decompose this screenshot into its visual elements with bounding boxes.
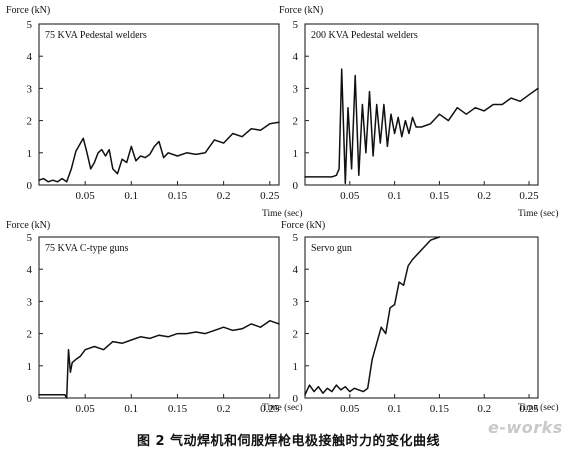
y-axis-label: Force (kN) bbox=[6, 5, 50, 16]
x-tick-label: 0.2 bbox=[217, 403, 231, 415]
x-tick-label: 0.25 bbox=[260, 190, 280, 202]
x-axis-label: Time (sec) bbox=[262, 208, 303, 219]
x-tick-label: 0.1 bbox=[124, 190, 138, 202]
y-tick-label: 5 bbox=[27, 232, 33, 244]
y-tick-label: 2 bbox=[293, 329, 299, 341]
e-works-watermark: e-works bbox=[488, 418, 563, 437]
y-tick-label: 5 bbox=[27, 19, 33, 31]
x-tick-label: 0.05 bbox=[340, 403, 360, 415]
force-series-line bbox=[304, 236, 441, 396]
force-series-line bbox=[38, 319, 280, 399]
y-tick-label: 1 bbox=[27, 361, 33, 373]
y-tick-label: 0 bbox=[27, 393, 33, 405]
panel-title: 75 KVA C-type guns bbox=[45, 243, 129, 254]
panel-title: 200 KVA Pedestal welders bbox=[311, 30, 418, 41]
x-axis-label: Time (sec) bbox=[262, 402, 303, 413]
plot-frame bbox=[304, 236, 539, 399]
force-series-line bbox=[38, 121, 280, 183]
x-tick-label: 0.05 bbox=[340, 190, 360, 202]
x-axis-label: Time (sec) bbox=[518, 208, 559, 219]
x-axis-label: Time (sec) bbox=[518, 402, 559, 413]
panel-title: 75 KVA Pedestal welders bbox=[45, 30, 147, 41]
y-tick-label: 1 bbox=[27, 148, 33, 160]
x-tick-label: 0.15 bbox=[430, 190, 450, 202]
y-axis-label: Force (kN) bbox=[281, 220, 325, 231]
x-tick-label: 0.15 bbox=[430, 403, 450, 415]
y-tick-label: 4 bbox=[293, 51, 299, 63]
y-tick-label: 2 bbox=[293, 116, 299, 128]
y-axis-label: Force (kN) bbox=[279, 5, 323, 16]
plot-frame bbox=[304, 23, 539, 186]
x-tick-label: 0.25 bbox=[519, 403, 539, 415]
y-tick-label: 5 bbox=[293, 19, 299, 31]
y-tick-label: 0 bbox=[293, 180, 299, 192]
x-tick-label: 0.2 bbox=[477, 190, 491, 202]
x-tick-label: 0.25 bbox=[260, 403, 280, 415]
y-tick-label: 2 bbox=[27, 116, 33, 128]
y-tick-label: 1 bbox=[293, 148, 299, 160]
y-tick-label: 3 bbox=[27, 83, 33, 95]
y-tick-label: 0 bbox=[293, 393, 299, 405]
x-tick-label: 0.2 bbox=[477, 403, 491, 415]
chart-panel-0: 0 1 2 3 4 5 0.05 0.1 0.15 0.2 0.25 Force (kN) Time (… bbox=[6, 5, 303, 219]
chart-panel-2: 0 1 2 3 4 5 0.05 0.1 0.15 0.2 0.25 Force (kN) Time (… bbox=[6, 220, 303, 415]
x-tick-label: 0.15 bbox=[168, 403, 188, 415]
y-axis-label: Force (kN) bbox=[6, 220, 50, 231]
y-tick-label: 3 bbox=[293, 83, 299, 95]
plot-frame bbox=[38, 236, 280, 399]
chart-panel-3: 0 1 2 3 4 5 0.05 0.1 0.15 0.2 0.25 Force (kN) Time (… bbox=[281, 220, 559, 415]
y-tick-label: 3 bbox=[293, 296, 299, 308]
plot-frame bbox=[38, 23, 280, 186]
y-tick-label: 4 bbox=[27, 51, 33, 63]
x-tick-label: 0.25 bbox=[519, 190, 539, 202]
x-tick-label: 0.05 bbox=[76, 190, 96, 202]
x-tick-label: 0.1 bbox=[124, 403, 138, 415]
figure-caption: 图 2 气动焊机和伺服焊枪电极接触时力的变化曲线 bbox=[136, 434, 441, 449]
x-tick-label: 0.15 bbox=[168, 190, 188, 202]
y-tick-label: 2 bbox=[27, 329, 33, 341]
force-series-line bbox=[304, 68, 539, 185]
y-tick-label: 1 bbox=[293, 361, 299, 373]
x-tick-label: 0.05 bbox=[76, 403, 96, 415]
x-tick-label: 0.1 bbox=[388, 403, 402, 415]
y-tick-label: 4 bbox=[27, 264, 33, 276]
y-tick-label: 3 bbox=[27, 296, 33, 308]
panel-title: Servo gun bbox=[311, 243, 352, 254]
x-tick-label: 0.2 bbox=[217, 190, 231, 202]
x-tick-label: 0.1 bbox=[388, 190, 402, 202]
chart-panel-1: 0 1 2 3 4 5 0.05 0.1 0.15 0.2 0.25 Force (kN) Time (… bbox=[279, 5, 559, 219]
y-tick-label: 5 bbox=[293, 232, 299, 244]
y-tick-label: 4 bbox=[293, 264, 299, 276]
y-tick-label: 0 bbox=[27, 180, 33, 192]
